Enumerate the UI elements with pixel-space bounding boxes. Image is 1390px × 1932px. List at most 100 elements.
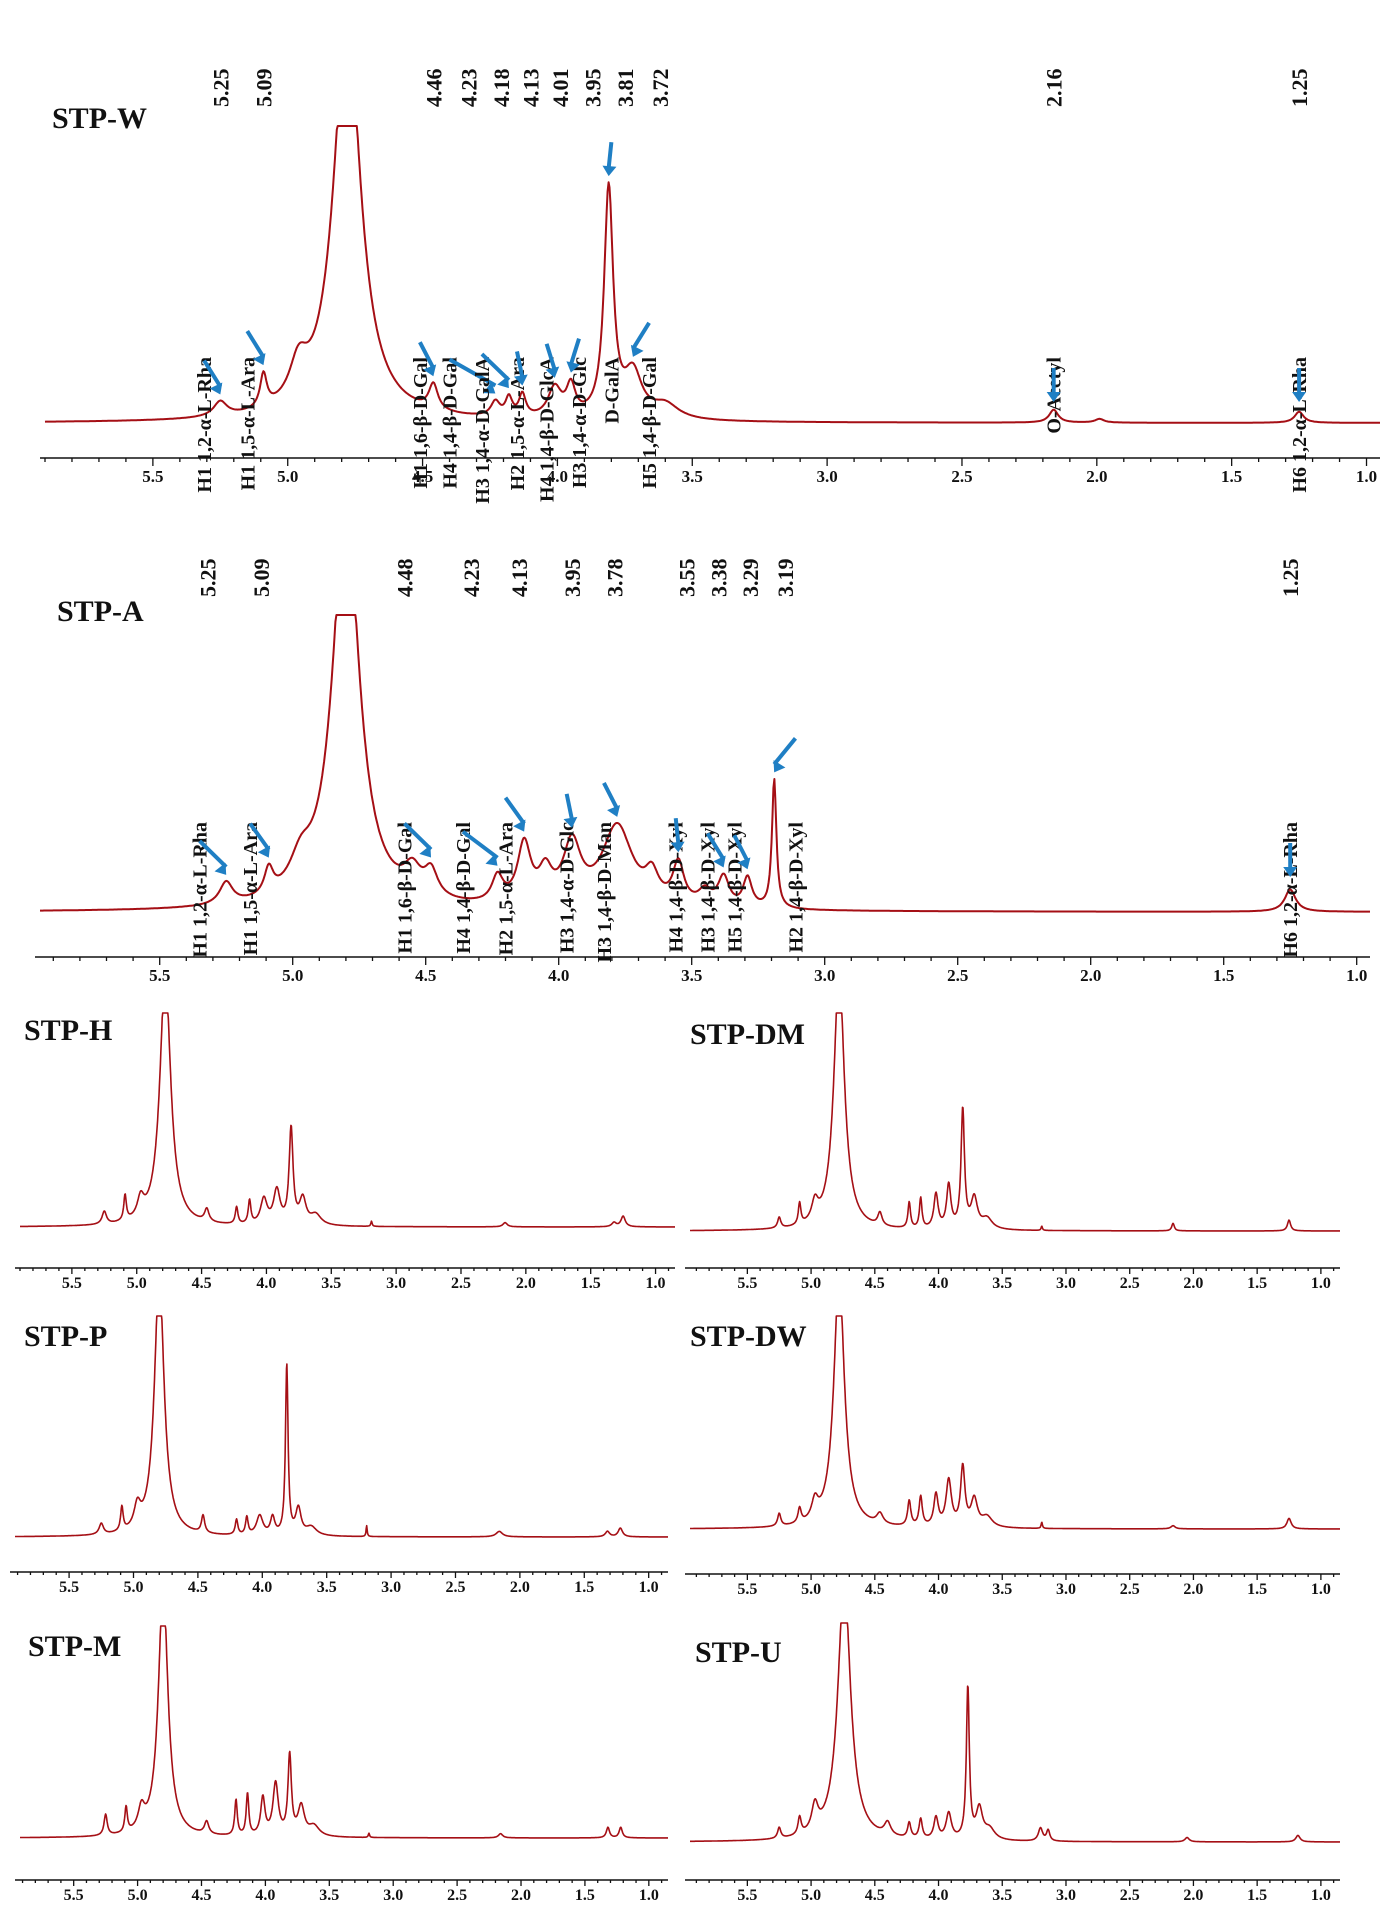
annotation-arrow-head: [563, 816, 578, 828]
assignment-label: H3 1,4-α-D-Glc: [557, 822, 579, 953]
tick-label: 2.5: [947, 966, 968, 985]
annotation-arrow: [544, 343, 557, 371]
panel-title: STP-W: [52, 102, 147, 135]
peak-value-label: 3.95: [581, 69, 606, 108]
assignment-label: H5 1,4-β-D-Xyl: [724, 822, 746, 953]
tick-label: 1.5: [1247, 1581, 1267, 1598]
annotation-arrow: [602, 782, 620, 810]
tick-label: 4.0: [929, 1275, 949, 1292]
panel-title: STP-DW: [690, 1320, 807, 1353]
annotation-arrow: [564, 793, 574, 821]
peak-value-label: 4.13: [507, 559, 532, 598]
tick-label: 2.5: [451, 1275, 471, 1292]
annotation-arrow: [705, 832, 726, 861]
tick-label: 5.5: [59, 1579, 79, 1596]
annotation-arrow-head: [566, 361, 581, 373]
panel-title: STP-U: [695, 1636, 782, 1669]
panel-title: STP-P: [24, 1320, 107, 1353]
annotation-arrow: [202, 359, 223, 388]
annotation-arrow-head: [214, 862, 227, 875]
assignment-label: H2 1,5-α-L-Ara: [496, 822, 518, 955]
tick-label: 4.0: [929, 1581, 949, 1598]
tick-label: 2.0: [1080, 966, 1101, 985]
annotation-arrow: [461, 830, 499, 860]
tick-label: 3.5: [682, 467, 703, 486]
annotation-arrow-head: [423, 364, 437, 377]
tick-label: 1.5: [1247, 1275, 1267, 1292]
stp-p-panel: 5.5 5.0 4.5 4.0 3.5 3.0 2.5 2.0 1.5 1.0 STP-P: [10, 1315, 669, 1596]
assignment-label: H3 1,4-β-D-Xyl: [698, 822, 720, 953]
annotation-arrow-head: [1292, 392, 1307, 402]
stp-p-spectrum-line: [14, 1315, 669, 1538]
tick-label: 2.5: [445, 1579, 465, 1596]
assignment-label: H3 1,4-β-D-Man: [594, 822, 616, 963]
tick-label: 3.5: [681, 966, 702, 985]
annotation-arrow: [480, 352, 511, 382]
stp-dw-spectrum-line: [689, 1315, 1341, 1530]
tick-label: 4.0: [256, 1275, 276, 1292]
tick-label: 2.0: [1183, 1275, 1203, 1292]
tick-label: 4.5: [191, 1887, 211, 1904]
tick-label: 3.0: [1056, 1581, 1076, 1598]
assignment-label: H6 1,2-α-L-Rha: [1280, 822, 1302, 958]
tick-label: 3.5: [317, 1579, 337, 1596]
annotation-arrow: [503, 796, 526, 825]
tick-label: 1.0: [639, 1887, 659, 1904]
tick-label: 1.0: [1356, 467, 1377, 486]
annotation-arrow-head: [257, 845, 271, 858]
peak-value-label: 4.23: [459, 559, 484, 598]
tick-label: 5.5: [737, 1581, 757, 1598]
annotation-arrow-head: [713, 855, 726, 868]
tick-label: 4.5: [415, 966, 436, 985]
tick-label: 2.5: [1120, 1581, 1140, 1598]
annotation-arrow-head: [483, 381, 496, 394]
annotation-arrow: [515, 351, 525, 378]
annotation-arrow-head: [513, 374, 528, 386]
assignment-label: H1 1,6-β-D-Gal: [410, 357, 432, 489]
annotation-arrow: [732, 834, 750, 863]
annotation-arrow: [418, 341, 436, 370]
tick-label: 3.0: [816, 467, 837, 486]
tick-label: 4.5: [865, 1887, 885, 1904]
tick-label: 5.0: [801, 1581, 821, 1598]
tick-label: 1.0: [1346, 966, 1367, 985]
tick-label: 3.0: [386, 1275, 406, 1292]
tick-label: 1.0: [639, 1579, 659, 1596]
annotation-arrow-head: [630, 344, 644, 357]
peak-value-label: 3.19: [773, 559, 798, 598]
peak-value-label: 1.25: [1278, 559, 1303, 598]
tick-label: 4.5: [412, 467, 433, 486]
tick-label: 5.0: [282, 966, 303, 985]
tick-label: 2.0: [516, 1275, 536, 1292]
tick-label: 2.5: [1120, 1275, 1140, 1292]
annotation-arrow: [403, 822, 433, 851]
assignment-label: H2 1,4-β-D-Xyl: [785, 822, 807, 953]
annotation-arrow: [673, 817, 681, 845]
annotation-arrow-head: [513, 819, 526, 832]
tick-label: 4.0: [547, 467, 568, 486]
annotation-arrow-head: [209, 382, 223, 395]
tick-label: 4.0: [252, 1579, 272, 1596]
tick-label: 1.0: [1311, 1887, 1331, 1904]
peak-value-label: 5.09: [252, 69, 277, 108]
peak-value-label: 5.25: [208, 69, 233, 108]
annotation-arrow-head: [252, 353, 266, 366]
tick-label: 2.0: [511, 1887, 531, 1904]
tick-label: 5.5: [737, 1887, 757, 1904]
annotation-arrow-head: [485, 853, 498, 866]
tick-label: 3.0: [1056, 1275, 1076, 1292]
tick-label: 3.0: [381, 1579, 401, 1596]
stp-dw-panel: 5.5 5.0 4.5 4.0 3.5 3.0 2.5 2.0 1.5 1.0 STP-DW: [685, 1315, 1341, 1598]
tick-label: 1.5: [1213, 966, 1234, 985]
peak-value-label: 5.25: [196, 559, 221, 598]
assignment-label: H4 1,4-β-D-Gal: [440, 357, 462, 489]
tick-label: 5.5: [62, 1275, 82, 1292]
annotation-arrow-head: [545, 366, 560, 378]
peak-value-label: 4.13: [519, 69, 544, 108]
stp-h-panel: 5.5 5.0 4.5 4.0 3.5 3.0 2.5 2.0 1.5 1.0 STP-H: [15, 1012, 676, 1292]
peak-value-label: 3.72: [648, 69, 673, 108]
tick-label: 3.0: [1056, 1887, 1076, 1904]
tick-label: 2.0: [1183, 1581, 1203, 1598]
tick-label: 4.5: [865, 1581, 885, 1598]
